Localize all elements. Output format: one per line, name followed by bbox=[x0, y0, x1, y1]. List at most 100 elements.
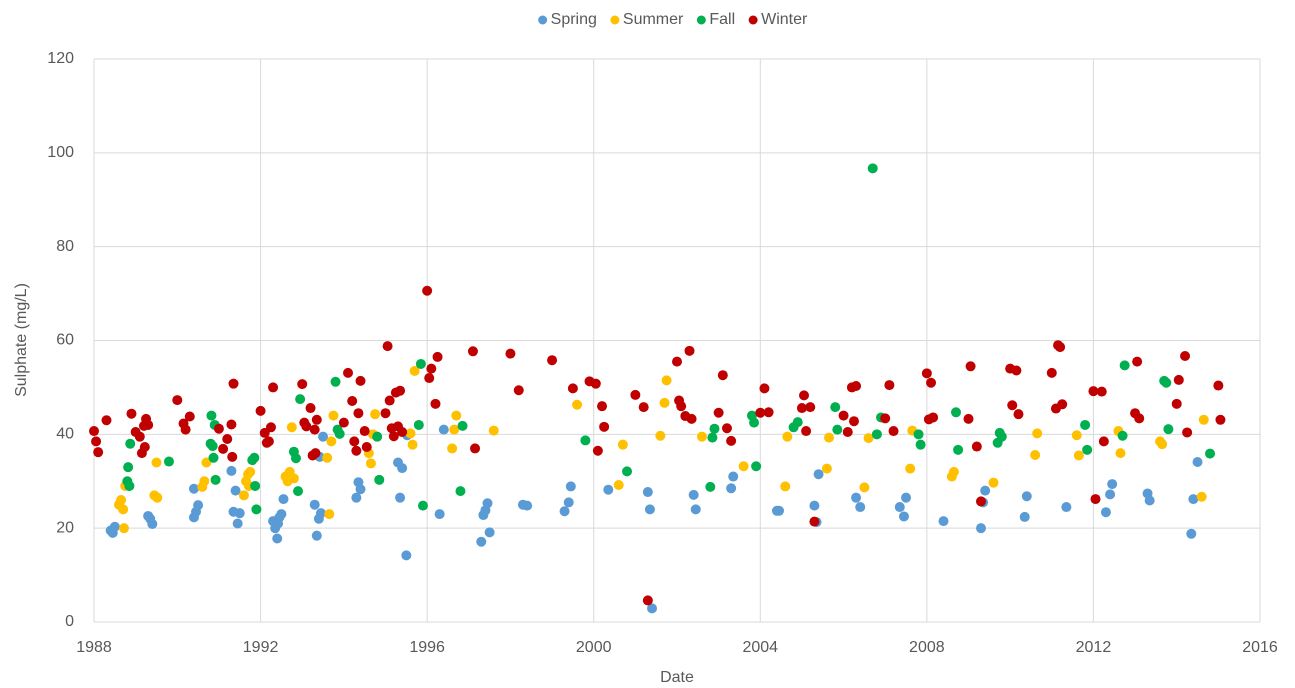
point bbox=[563, 497, 574, 508]
point bbox=[759, 383, 770, 394]
point bbox=[255, 405, 266, 416]
point bbox=[661, 375, 672, 386]
point bbox=[251, 504, 262, 515]
point bbox=[728, 471, 739, 482]
point bbox=[905, 463, 916, 474]
point bbox=[125, 438, 136, 449]
point bbox=[351, 445, 362, 456]
point bbox=[355, 375, 366, 386]
point bbox=[422, 285, 433, 296]
point bbox=[1144, 495, 1155, 506]
point bbox=[659, 397, 670, 408]
point bbox=[206, 410, 217, 421]
point bbox=[647, 603, 658, 614]
point bbox=[951, 407, 962, 418]
point bbox=[963, 413, 974, 424]
y-tick-label: 100 bbox=[47, 144, 74, 161]
x-tick-label: 2012 bbox=[1076, 639, 1112, 656]
point bbox=[143, 419, 154, 430]
point bbox=[163, 456, 174, 467]
point bbox=[326, 436, 337, 447]
legend-marker bbox=[538, 15, 548, 25]
point bbox=[438, 424, 449, 435]
point bbox=[434, 509, 445, 520]
point bbox=[705, 481, 716, 492]
x-axis-title: Date bbox=[660, 669, 694, 686]
point bbox=[295, 394, 306, 405]
y-tick-label: 0 bbox=[65, 613, 74, 630]
point bbox=[813, 469, 824, 480]
point bbox=[447, 443, 458, 454]
point bbox=[684, 345, 695, 356]
point bbox=[397, 426, 408, 437]
y-tick-label: 40 bbox=[56, 426, 74, 443]
point bbox=[717, 370, 728, 381]
point bbox=[230, 485, 241, 496]
point bbox=[1117, 430, 1128, 441]
point bbox=[309, 424, 320, 435]
point bbox=[642, 595, 653, 606]
point bbox=[265, 422, 276, 433]
point bbox=[268, 382, 279, 393]
point bbox=[365, 458, 376, 469]
point bbox=[1115, 448, 1126, 459]
point bbox=[796, 403, 807, 414]
legend-label: Winter bbox=[761, 11, 808, 28]
y-tick-label: 20 bbox=[56, 519, 74, 536]
point bbox=[1213, 380, 1224, 391]
point bbox=[290, 453, 301, 464]
point bbox=[696, 431, 707, 442]
point bbox=[93, 447, 104, 458]
point bbox=[1192, 457, 1203, 468]
point bbox=[1171, 398, 1182, 409]
point bbox=[1134, 413, 1145, 424]
point bbox=[1196, 491, 1207, 502]
point bbox=[599, 421, 610, 432]
point bbox=[188, 483, 199, 494]
point bbox=[397, 463, 408, 474]
point bbox=[1013, 409, 1024, 420]
point bbox=[424, 373, 435, 384]
point bbox=[975, 523, 986, 534]
point bbox=[380, 408, 391, 419]
point bbox=[263, 436, 274, 447]
point bbox=[123, 462, 134, 473]
point bbox=[343, 367, 354, 378]
point bbox=[597, 401, 608, 412]
point bbox=[384, 395, 395, 406]
point bbox=[580, 435, 591, 446]
point bbox=[726, 435, 737, 446]
point bbox=[851, 492, 862, 503]
point bbox=[1180, 350, 1191, 361]
point bbox=[1046, 367, 1057, 378]
point bbox=[116, 495, 127, 506]
point bbox=[630, 389, 641, 400]
point bbox=[855, 502, 866, 513]
point bbox=[613, 480, 624, 491]
point bbox=[328, 410, 339, 421]
point bbox=[405, 428, 416, 439]
point bbox=[201, 457, 212, 468]
point bbox=[884, 380, 895, 391]
point bbox=[792, 417, 803, 428]
point bbox=[863, 433, 874, 444]
point bbox=[484, 527, 495, 538]
point bbox=[980, 485, 991, 496]
point bbox=[301, 421, 312, 432]
point bbox=[809, 516, 820, 527]
point bbox=[180, 424, 191, 435]
point bbox=[1107, 479, 1118, 490]
point bbox=[832, 424, 843, 435]
point bbox=[751, 461, 762, 472]
point bbox=[1186, 528, 1197, 539]
legend-label: Summer bbox=[623, 11, 684, 28]
legend-label: Spring bbox=[551, 11, 597, 28]
point bbox=[688, 489, 699, 500]
point bbox=[91, 436, 102, 447]
point bbox=[738, 461, 749, 472]
x-tick-label: 2000 bbox=[576, 639, 612, 656]
point bbox=[1007, 400, 1018, 411]
point bbox=[315, 508, 326, 519]
point bbox=[1082, 444, 1093, 455]
point bbox=[726, 483, 737, 494]
